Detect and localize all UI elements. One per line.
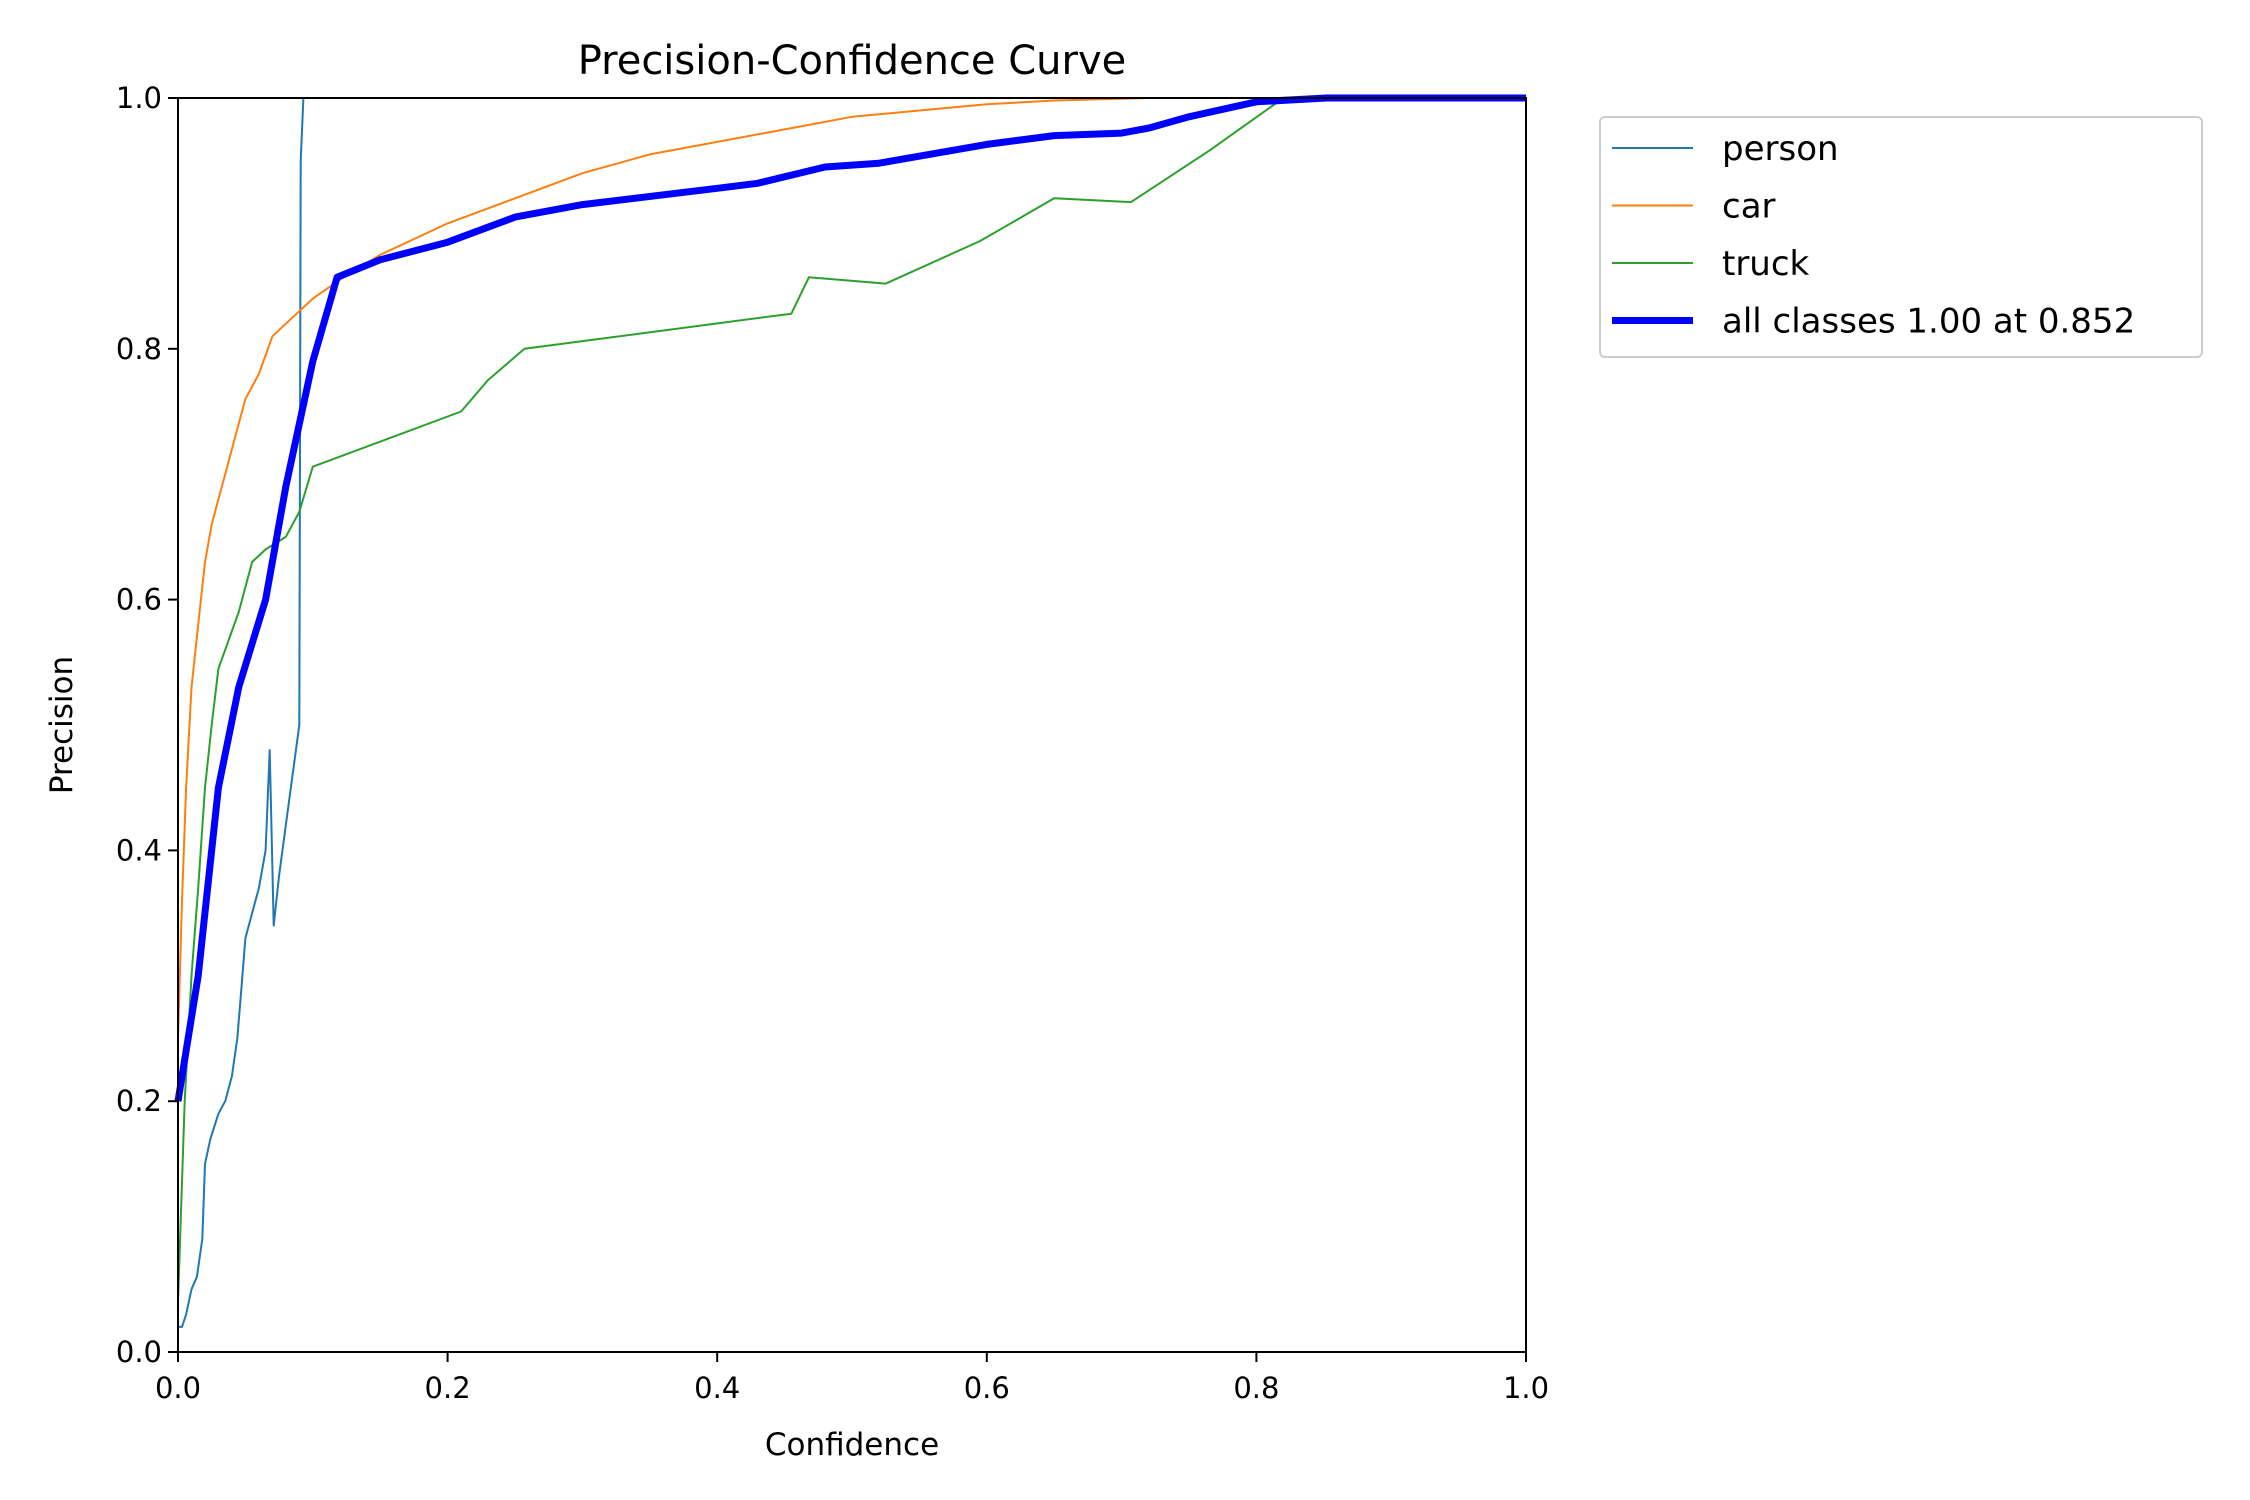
x-axis-ticks: 0.0 0.2 0.4 0.6 0.8 1.0 [155, 1352, 1549, 1405]
series-line-1 [177, 97, 1526, 1039]
y-axis-label: Precision [44, 656, 80, 794]
legend-box [1599, 116, 2203, 358]
legend-label: car [1722, 187, 1776, 227]
plot-frame [177, 97, 1527, 1353]
x-tick-label: 0.2 [425, 1371, 471, 1405]
x-axis-label: Confidence [765, 1427, 939, 1463]
y-tick-label: 0.4 [116, 833, 162, 867]
plot-lines [174, 94, 1526, 1328]
series-line-2 [177, 97, 1526, 1302]
y-tick-label: 0.2 [116, 1084, 162, 1118]
x-tick-label: 0.8 [1233, 1371, 1279, 1405]
x-tick-label: 0.4 [694, 1371, 740, 1405]
y-axis-ticks: 0.0 0.2 0.4 0.6 0.8 1.0 [116, 81, 178, 1369]
legend-label: person [1722, 129, 1839, 169]
legend: person car truck all classes 1.00 at 0.852 [1599, 116, 2203, 358]
chart-title: Precision-Confidence Curve [578, 38, 1127, 84]
legend-label: all classes 1.00 at 0.852 [1722, 302, 2135, 342]
x-tick-label: 1.0 [1503, 1371, 1549, 1405]
series-line-0 [178, 97, 305, 1328]
series-line-3 [174, 94, 1526, 1102]
x-tick-label: 0.6 [964, 1371, 1010, 1405]
legend-label: truck [1722, 244, 1810, 284]
y-tick-label: 0.6 [116, 583, 162, 617]
y-tick-label: 0.8 [116, 332, 162, 366]
x-tick-label: 0.0 [155, 1371, 201, 1405]
y-tick-label: 1.0 [116, 81, 162, 115]
y-tick-label: 0.0 [116, 1335, 162, 1369]
